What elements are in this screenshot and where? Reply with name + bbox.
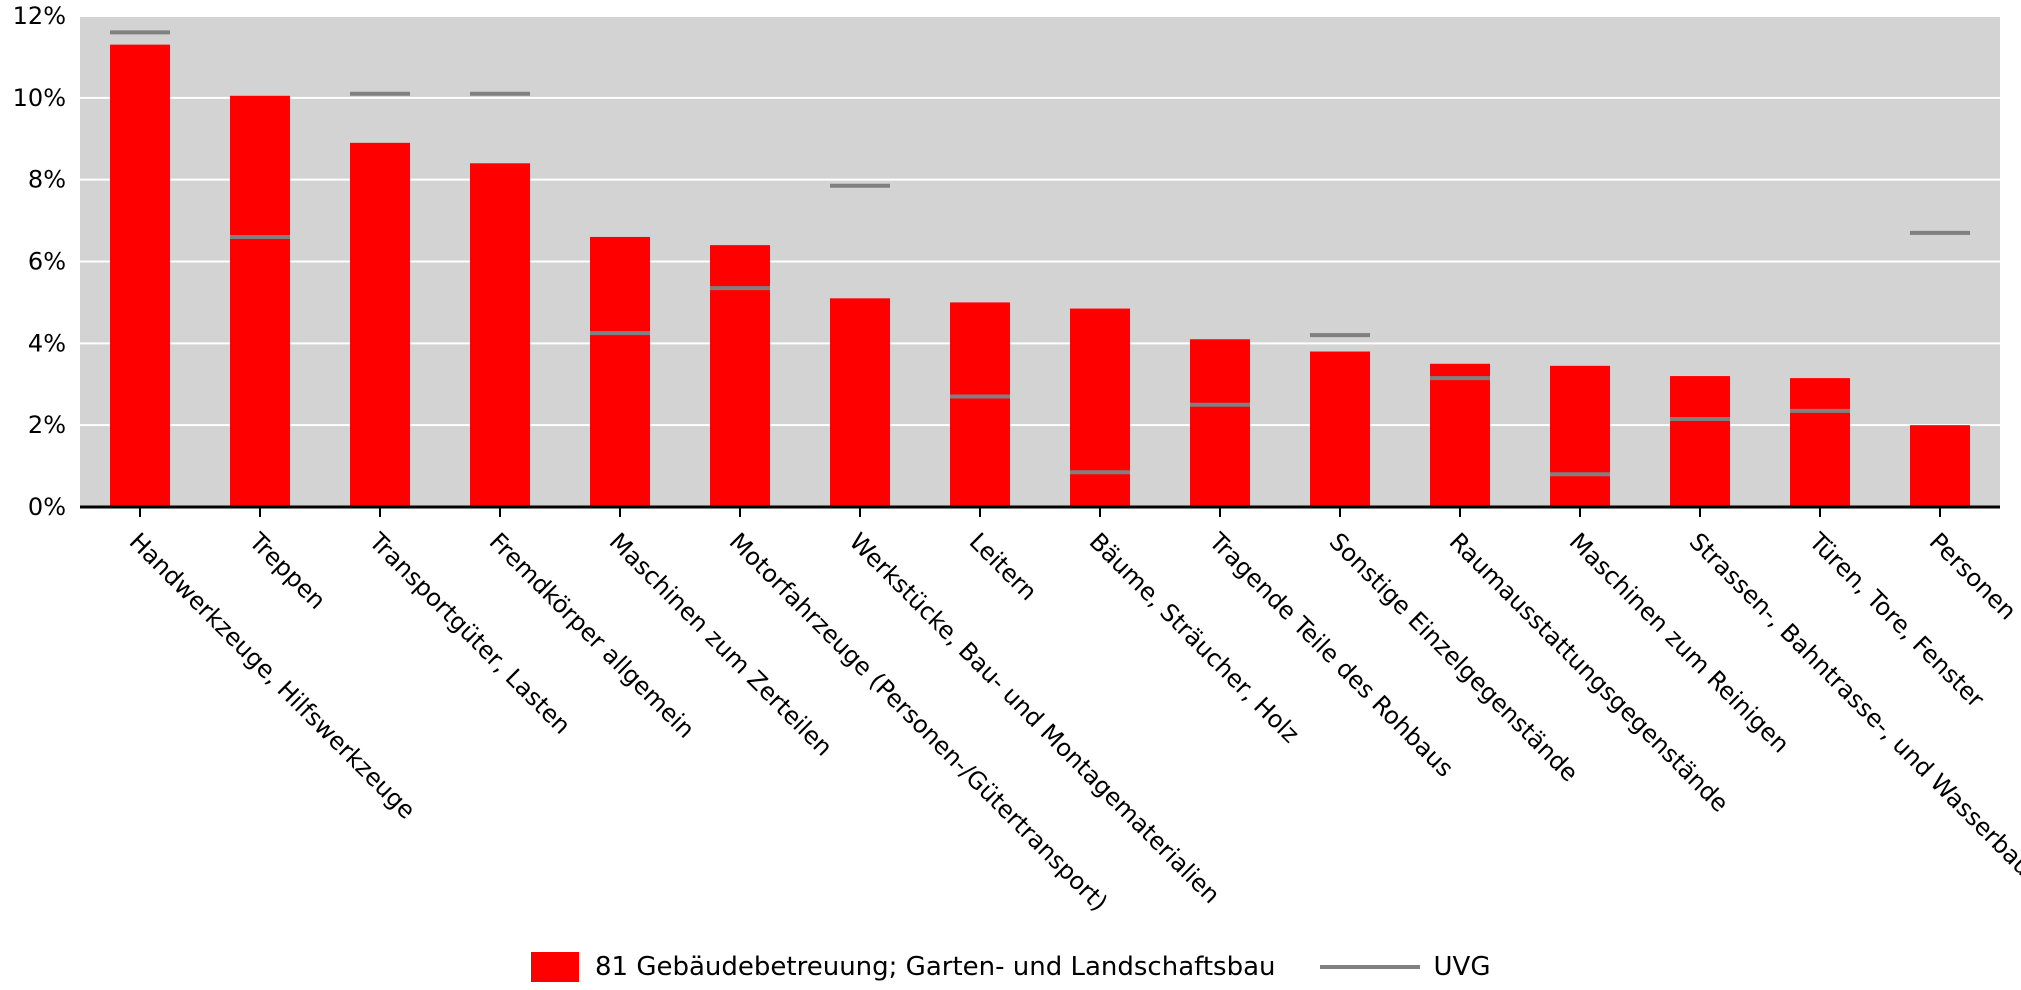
x-tick-label: Sonstige Einzelgegenstände (1324, 527, 1584, 787)
bar (470, 163, 530, 508)
legend-label-uvg: UVG (1433, 952, 1491, 982)
bar (1790, 378, 1850, 507)
bar (1910, 425, 1970, 507)
legend-swatch-bars (531, 952, 579, 982)
bar (350, 142, 410, 507)
bar (590, 236, 650, 507)
y-tick-label: 0% (28, 493, 66, 521)
x-tick-label: Tragende Teile des Rohbaus (1203, 527, 1459, 783)
x-tick-label: Bäume, Sträucher, Holz (1084, 527, 1305, 748)
y-axis-ticks: 0% 2% 4% 6% 8% 10% 12% (13, 2, 66, 521)
bar-series (110, 44, 1970, 508)
x-tick-label: Fremdkörper allgemein (484, 527, 700, 743)
y-tick-label: 4% (28, 329, 66, 357)
legend-swatch-uvg (1319, 965, 1420, 969)
legend-label-bars: 81 Gebäudebetreuung; Garten- und Landsch… (595, 952, 1276, 982)
bar (1190, 339, 1250, 507)
bar (1310, 351, 1370, 507)
x-tick-label: Maschinen zum Zerteilen (604, 527, 838, 761)
x-tick-label: Maschinen zum Reinigen (1564, 527, 1795, 758)
bar (1070, 308, 1130, 507)
bar (1550, 365, 1610, 507)
y-tick-label: 8% (28, 166, 66, 194)
bar (230, 95, 290, 507)
bar (710, 245, 770, 507)
x-tick-label: Transportgüter, Lasten (363, 527, 576, 740)
y-tick-label: 12% (13, 2, 66, 30)
legend: 81 Gebäudebetreuung; Garten- und Landsch… (0, 950, 2021, 990)
y-tick-label: 6% (28, 248, 66, 276)
x-tick-label: Personen (1924, 527, 2021, 625)
chart: 0% 2% 4% 6% 8% 10% 12% Handwerkzeuge, Hilfswer… (13, 2, 2021, 917)
bar (1670, 376, 1730, 507)
bar (1430, 363, 1490, 507)
legend-items: 81 Gebäudebetreuung; Garten- und Landsch… (531, 950, 1490, 984)
bar (830, 298, 890, 507)
bar (950, 302, 1010, 507)
x-tick-label: Leitern (964, 527, 1043, 606)
x-tick-label: Treppen (243, 527, 331, 615)
bar (110, 44, 170, 508)
uvg-series (110, 30, 1970, 477)
y-tick-label: 10% (13, 84, 66, 112)
y-tick-label: 2% (28, 411, 66, 439)
